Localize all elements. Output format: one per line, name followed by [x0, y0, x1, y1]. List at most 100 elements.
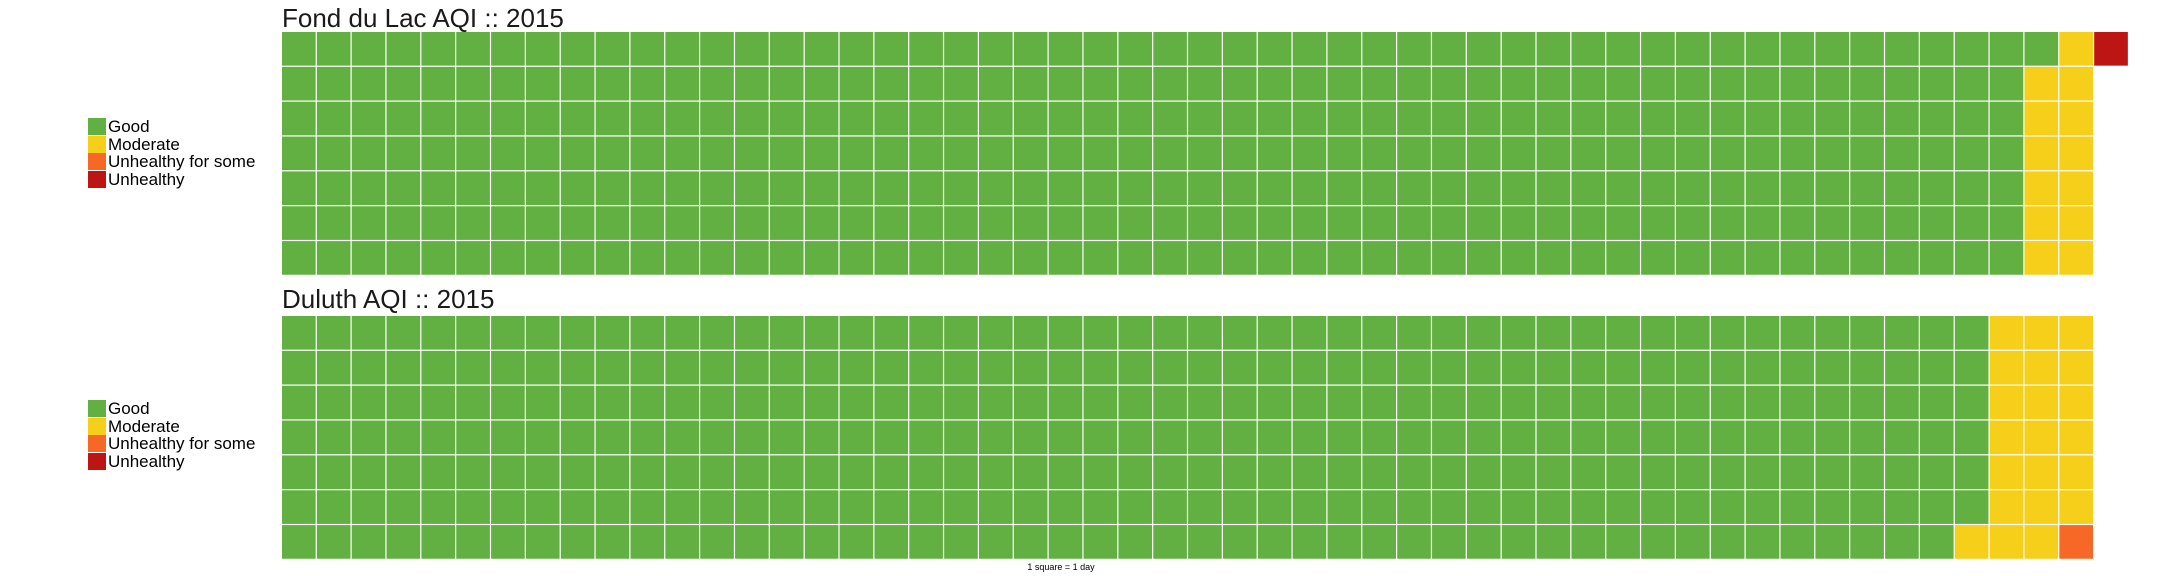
waffle-square-good: [1815, 316, 1850, 350]
waffle-square-good: [1222, 490, 1257, 524]
waffle-square-good: [1815, 385, 1850, 420]
waffle-square-good: [1362, 455, 1396, 490]
waffle-square-good: [282, 171, 316, 206]
waffle-square-good: [1222, 420, 1257, 455]
waffle-square-good: [560, 350, 595, 385]
waffle-square-good: [1850, 32, 1884, 66]
waffle-square-good: [1188, 490, 1222, 524]
waffle-square-good: [1013, 241, 1048, 275]
waffle-square-good: [1118, 66, 1153, 101]
waffle-square-good: [735, 136, 769, 171]
waffle-square-good: [1676, 66, 1710, 101]
waffle-square-good: [979, 316, 1013, 350]
waffle-square-good: [1153, 241, 1187, 275]
waffle-square-good: [1850, 101, 1884, 136]
waffle-square-good: [944, 206, 978, 240]
waffle-square-good: [1048, 66, 1083, 101]
waffle-square-good: [1676, 350, 1710, 385]
waffle-square-good: [1118, 385, 1153, 420]
waffle-square-good: [1954, 241, 1989, 275]
waffle-square-good: [665, 385, 699, 420]
waffle-square-good: [1292, 385, 1327, 420]
waffle-square-good: [909, 455, 943, 490]
waffle-square-good: [735, 490, 769, 524]
waffle-square-good: [909, 316, 943, 350]
waffle-square-good: [665, 420, 699, 455]
waffle-square-good: [1013, 385, 1048, 420]
waffle-square-good: [1153, 101, 1187, 136]
waffle-square-good: [1048, 241, 1083, 275]
waffle-square-good: [1432, 171, 1466, 206]
waffle-square-good: [491, 316, 525, 350]
waffle-square-good: [525, 101, 560, 136]
waffle-square-good: [700, 206, 734, 240]
waffle-square-good: [1327, 385, 1362, 420]
waffle-square-good: [1327, 525, 1362, 559]
waffle-square-good: [595, 206, 630, 240]
waffle-square-good: [1362, 206, 1396, 240]
waffle-square-good: [700, 385, 734, 420]
waffle-square-good: [421, 101, 456, 136]
waffle-square-good: [560, 66, 595, 101]
waffle-square-good: [839, 385, 874, 420]
waffle-square-good: [839, 206, 874, 240]
waffle-square-good: [1222, 455, 1257, 490]
waffle-square-good: [595, 420, 630, 455]
waffle-square-good: [1222, 316, 1257, 350]
waffle-square-good: [525, 66, 560, 101]
waffle-square-moderate: [2024, 350, 2059, 385]
waffle-square-good: [456, 171, 490, 206]
waffle-square-good: [769, 525, 804, 559]
waffle-square-good: [665, 490, 699, 524]
waffle-square-good: [1885, 350, 1919, 385]
waffle-square-good: [874, 350, 909, 385]
legend-label: Unhealthy for some: [108, 434, 256, 454]
waffle-square-good: [1466, 206, 1501, 240]
waffle-square-good: [1850, 206, 1884, 240]
waffle-square-good: [560, 206, 595, 240]
waffle-square-good: [1153, 171, 1187, 206]
waffle-square-good: [804, 171, 839, 206]
waffle-square-good: [595, 32, 630, 66]
waffle-square-good: [1222, 241, 1257, 275]
waffle-square-good: [1954, 32, 1989, 66]
waffle-square-good: [1780, 171, 1815, 206]
waffle-square-good: [1153, 490, 1187, 524]
waffle-square-good: [735, 420, 769, 455]
waffle-square-good: [1745, 316, 1780, 350]
waffle-square-good: [386, 455, 421, 490]
legend-item-unhealthy: Unhealthy: [88, 170, 255, 189]
waffle-square-good: [874, 316, 909, 350]
waffle-square-good: [665, 206, 699, 240]
waffle-square-good: [1780, 32, 1815, 66]
waffle-square-good: [1710, 241, 1745, 275]
waffle-square-good: [909, 241, 943, 275]
waffle-square-good: [1536, 32, 1571, 66]
waffle-square-good: [1606, 455, 1640, 490]
waffle-square-good: [1397, 316, 1431, 350]
waffle-square-good: [1118, 136, 1153, 171]
waffle-square-good: [595, 66, 630, 101]
waffle-square-good: [1327, 455, 1362, 490]
waffle-square-good: [1919, 455, 1954, 490]
waffle-square-good: [700, 316, 734, 350]
waffle-square-good: [1118, 206, 1153, 240]
waffle-square-good: [1466, 490, 1501, 524]
legend-swatch: [88, 435, 106, 453]
waffle-square-good: [944, 241, 978, 275]
waffle-square-good: [316, 101, 351, 136]
waffle-square-good: [874, 66, 909, 101]
legend: Good Moderate Unhealthy for some Unhealt…: [88, 118, 255, 188]
waffle-square-good: [1641, 455, 1675, 490]
waffle-square-good: [979, 206, 1013, 240]
waffle-square-good: [1013, 32, 1048, 66]
waffle-square-good: [1885, 455, 1919, 490]
waffle-square-good: [1571, 455, 1606, 490]
waffle-square-good: [1536, 316, 1571, 350]
waffle-square-good: [1083, 241, 1118, 275]
waffle-square-good: [1327, 32, 1362, 66]
waffle-square-good: [560, 420, 595, 455]
waffle-square-good: [1153, 206, 1187, 240]
waffle-square-good: [386, 136, 421, 171]
waffle-square-good: [316, 455, 351, 490]
